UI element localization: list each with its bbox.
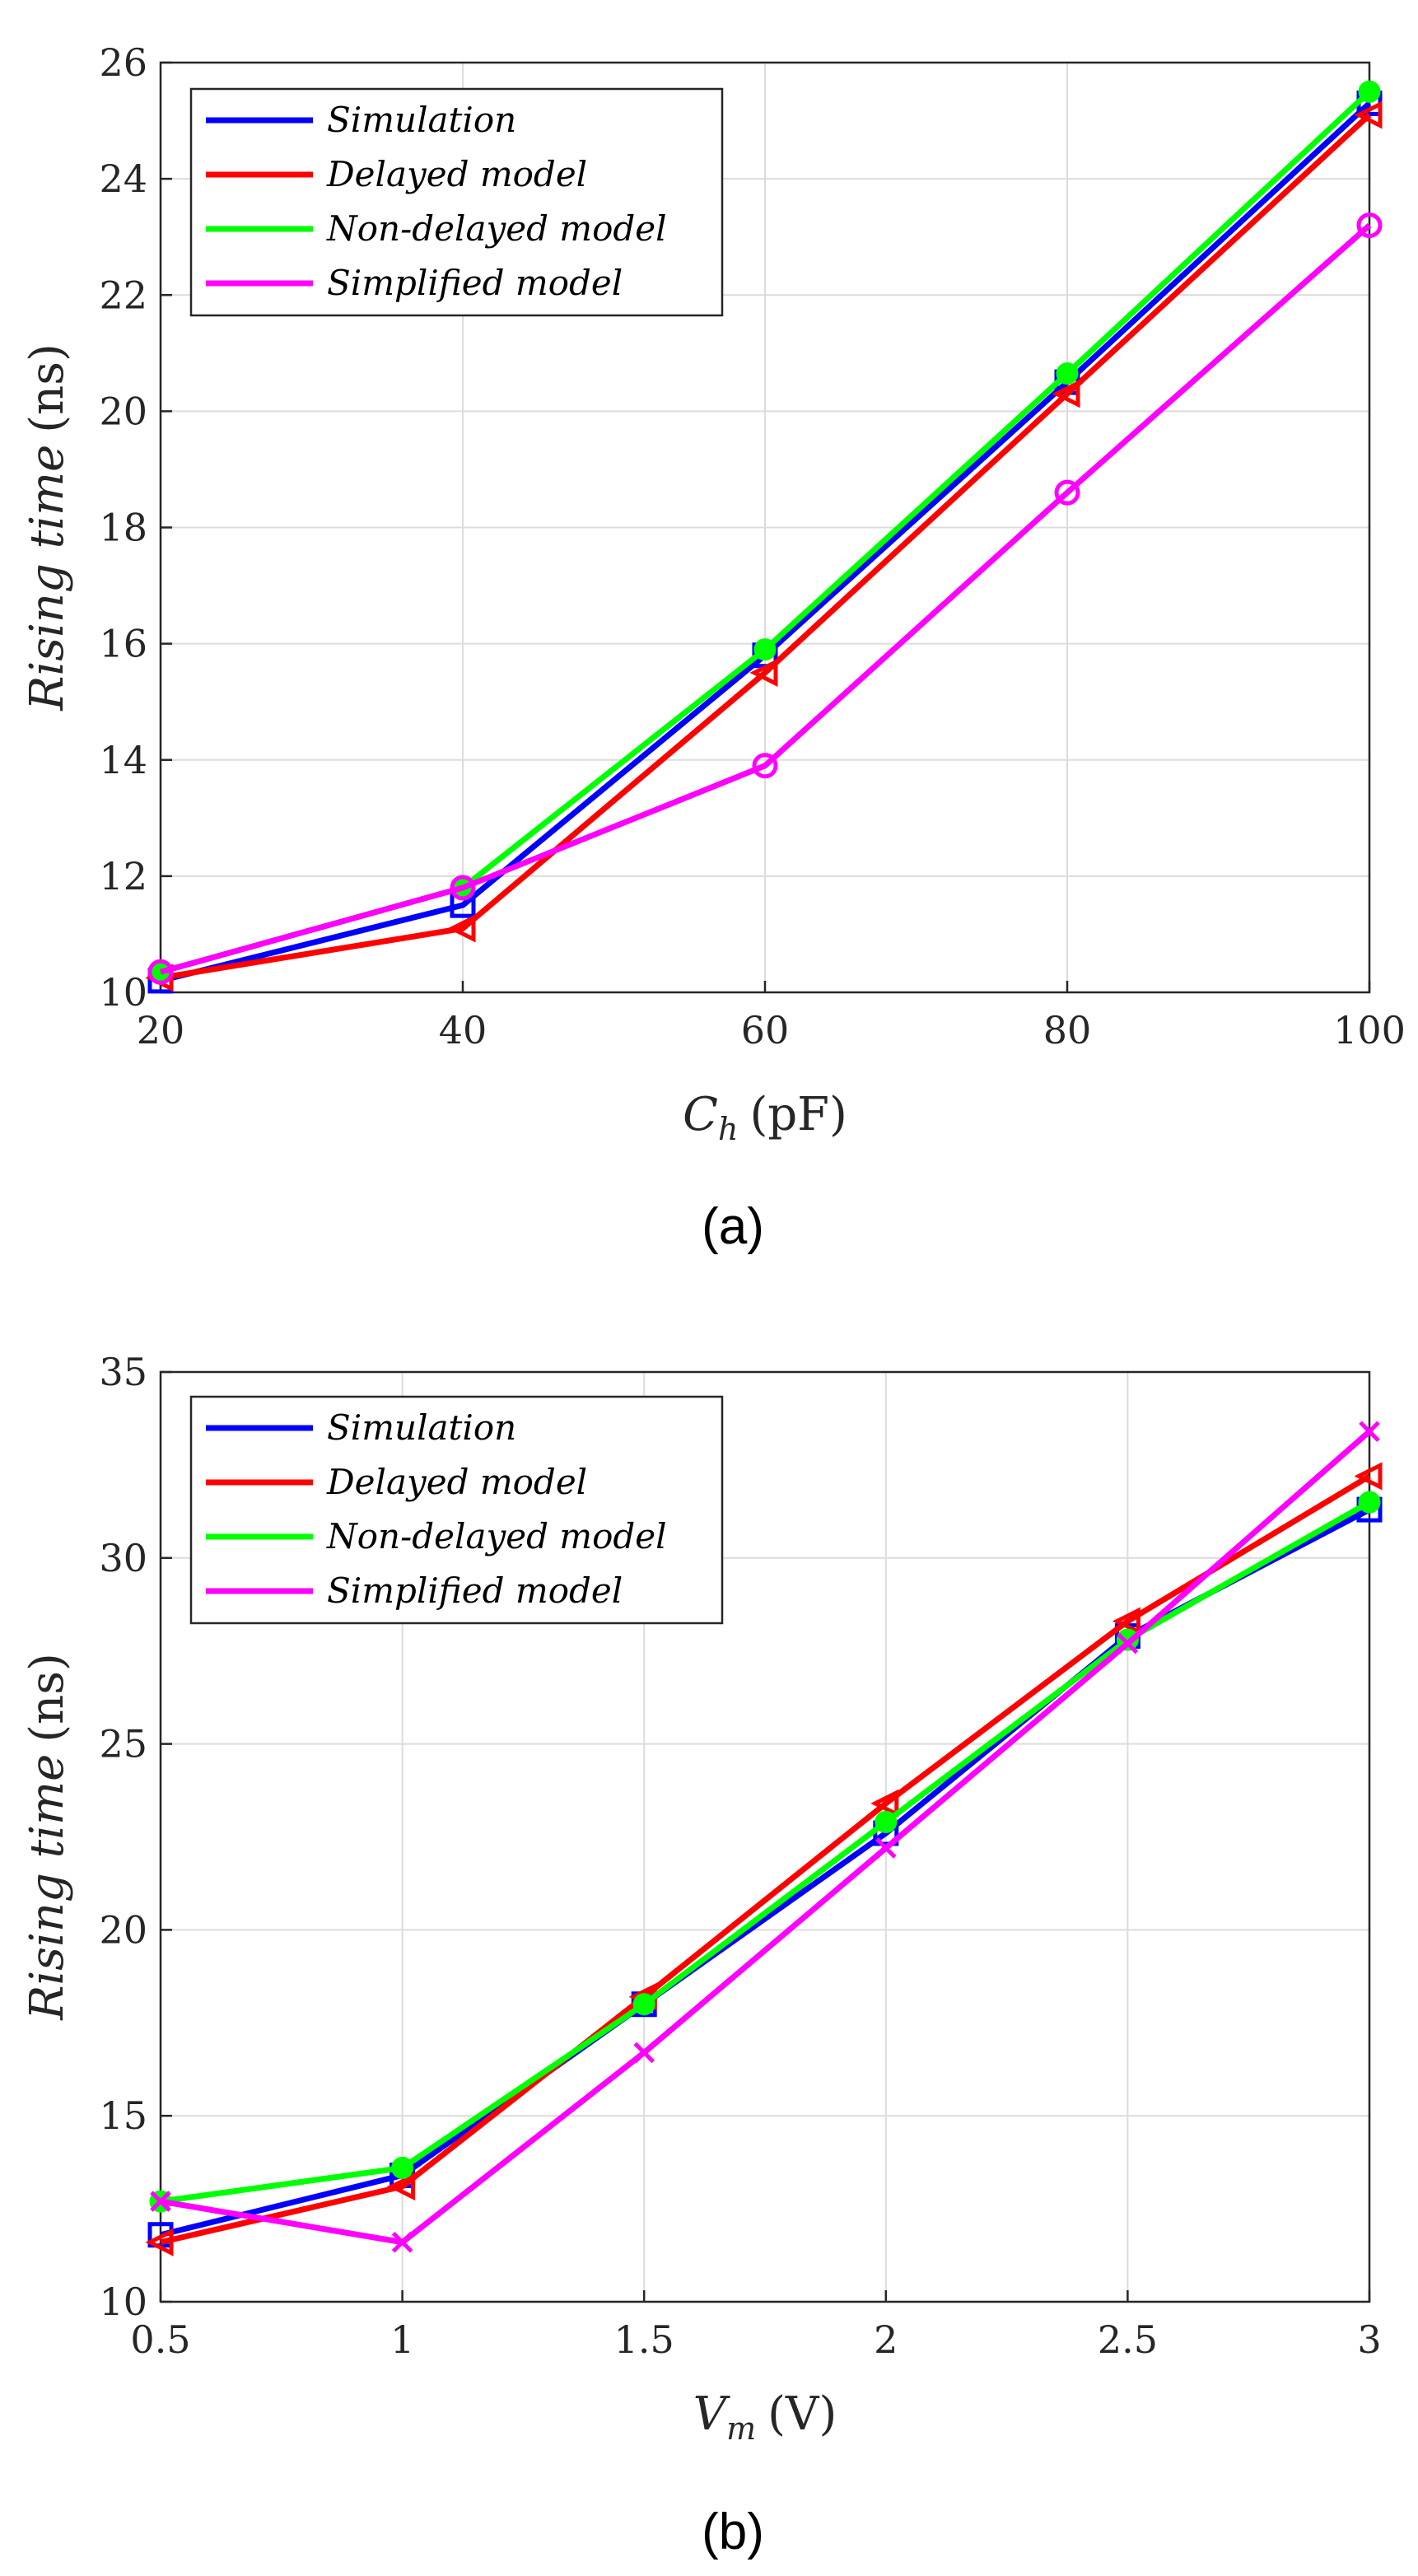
chart-b-point-non-delayed-model (632, 1993, 655, 2016)
chart-a-y-tick-label: 26 (99, 40, 147, 85)
chart-a-point-simplified-model (450, 875, 476, 901)
chart-b-x-tick-label: 1.5 (614, 2317, 674, 2362)
chart-a-y-tick-label: 10 (99, 970, 147, 1015)
chart-b-y-tick-label: 25 (99, 1722, 147, 1766)
chart-b-point-delayed-model (870, 1789, 899, 1818)
chart-a-point-delayed-model (749, 658, 778, 687)
chart-a-x-tick-label: 40 (439, 1008, 487, 1052)
chart-a-y-tick-label: 12 (99, 854, 147, 898)
chart-b-legend-label-delayed-model: Delayed model (326, 1462, 587, 1502)
chart-a: 20 40 60 80 100 10 12 14 16 18 20 22 24 26 Ch (pF) Ris… (21, 40, 1406, 1255)
chart-b-series-simplified-model (150, 1421, 1380, 2253)
chart-a-point-delayed-model (1052, 380, 1080, 408)
panel-b-label: (b) (702, 2504, 764, 2560)
chart-b-line-non-delayed-model (160, 1500, 1371, 2205)
chart-b-y-tick-label: 35 (99, 1350, 147, 1394)
chart-a-y-tick-label: 18 (99, 506, 147, 550)
chart-b-line-simplified-model (160, 1429, 1372, 2246)
chart-a-point-non-delayed-model (1358, 80, 1381, 103)
chart-a-x-axis-label: Ch (pF) (683, 1088, 847, 1147)
chart-b-point-simplified-model (150, 2191, 171, 2212)
chart-a-line-delayed-model (160, 112, 1372, 981)
chart-a-legend (189, 87, 724, 317)
chart-b-plot-frame (159, 1370, 1371, 2303)
chart-b-y-axis-label: Rising time(ns) (21, 1653, 74, 2021)
chart-b-point-delayed-model (1354, 1462, 1383, 1491)
chart-b-x-tick-label: 2.5 (1098, 2317, 1158, 2362)
chart-b-x-tick-label: 2 (874, 2317, 898, 2362)
chart-a-legend-label-simulation: Simulation (327, 100, 516, 140)
chart-b-point-non-delayed-model (1358, 1491, 1381, 1514)
chart-a-legend-label-non-delayed-model: Non-delayed model (326, 208, 667, 249)
chart-b-point-simplified-model (1117, 1632, 1139, 1654)
chart-a-point-non-delayed-model (753, 638, 777, 661)
chart-b-x-tick-label: 0.5 (130, 2317, 190, 2362)
chart-a-point-simplified-model (1054, 479, 1080, 506)
chart-b-point-non-delayed-model (875, 1810, 898, 1833)
chart-b-point-simplified-model (391, 2231, 413, 2253)
chart-b-point-delayed-model (387, 2172, 416, 2201)
chart-b-legend-label-simplified-model: Simplified model (327, 1570, 623, 1611)
chart-a-point-delayed-model (447, 914, 476, 943)
chart-a-point-delayed-model (1354, 100, 1383, 129)
chart-a-series-simplified-model (147, 212, 1383, 985)
chart-b-point-simplified-model (633, 2042, 655, 2064)
chart-a-point-simplified-model (752, 753, 778, 779)
chart-a-y-tick-label: 20 (99, 389, 147, 433)
chart-b-y-tick-label: 30 (99, 1536, 147, 1580)
chart-b-legend-label-simulation: Simulation (327, 1407, 516, 1448)
chart-a-y-axis-label: Rising time(ns) (21, 343, 74, 712)
chart-b-line-delayed-model (160, 1473, 1371, 2246)
panel-a-label: (a) (702, 1198, 764, 1255)
chart-a-legend-label-delayed-model: Delayed model (326, 154, 587, 194)
chart-a-x-tick-label: 60 (741, 1008, 790, 1052)
chart-b-x-axis-label: Vm (V) (693, 2387, 837, 2447)
chart-b: 0.5 1 1.5 2 2.5 3 10 15 20 25 30 35 Vm (V) Rising ti… (21, 1350, 1383, 2560)
chart-b-point-delayed-model (145, 2228, 174, 2256)
chart-b-y-tick-label: 20 (99, 1907, 147, 1952)
chart-b-point-simplified-model (875, 1837, 897, 1859)
chart-a-x-tick-label: 20 (137, 1008, 185, 1052)
chart-a-point-simplified-model (147, 959, 174, 985)
chart-b-legend (189, 1395, 724, 1625)
chart-a-point-simplified-model (1356, 212, 1383, 239)
chart-b-y-tick-label: 10 (99, 2280, 147, 2324)
chart-b-x-tick-label: 1 (390, 2317, 414, 2362)
chart-a-point-non-delayed-model (1056, 362, 1079, 385)
chart-b-series-delayed-model (145, 1462, 1383, 2256)
chart-b-legend-label-non-delayed-model: Non-delayed model (326, 1516, 667, 1556)
chart-a-y-tick-label: 16 (99, 622, 147, 666)
chart-b-point-non-delayed-model (391, 2156, 414, 2179)
chart-b-point-delayed-model (1112, 1607, 1140, 1636)
chart-a-legend-label-simplified-model: Simplified model (327, 263, 623, 303)
chart-a-x-tick-label: 80 (1043, 1008, 1092, 1052)
chart-b-x-tick-label: 3 (1357, 2317, 1381, 2362)
chart-a-line-simplified-model (160, 222, 1372, 975)
chart-a-y-tick-label: 24 (99, 156, 147, 201)
chart-a-y-tick-label: 22 (99, 273, 147, 317)
chart-a-y-tick-label: 14 (99, 738, 147, 782)
chart-a-x-tick-label: 100 (1333, 1008, 1406, 1052)
chart-b-y-tick-label: 15 (99, 2093, 147, 2138)
chart-b-point-simplified-model (1359, 1421, 1380, 1443)
